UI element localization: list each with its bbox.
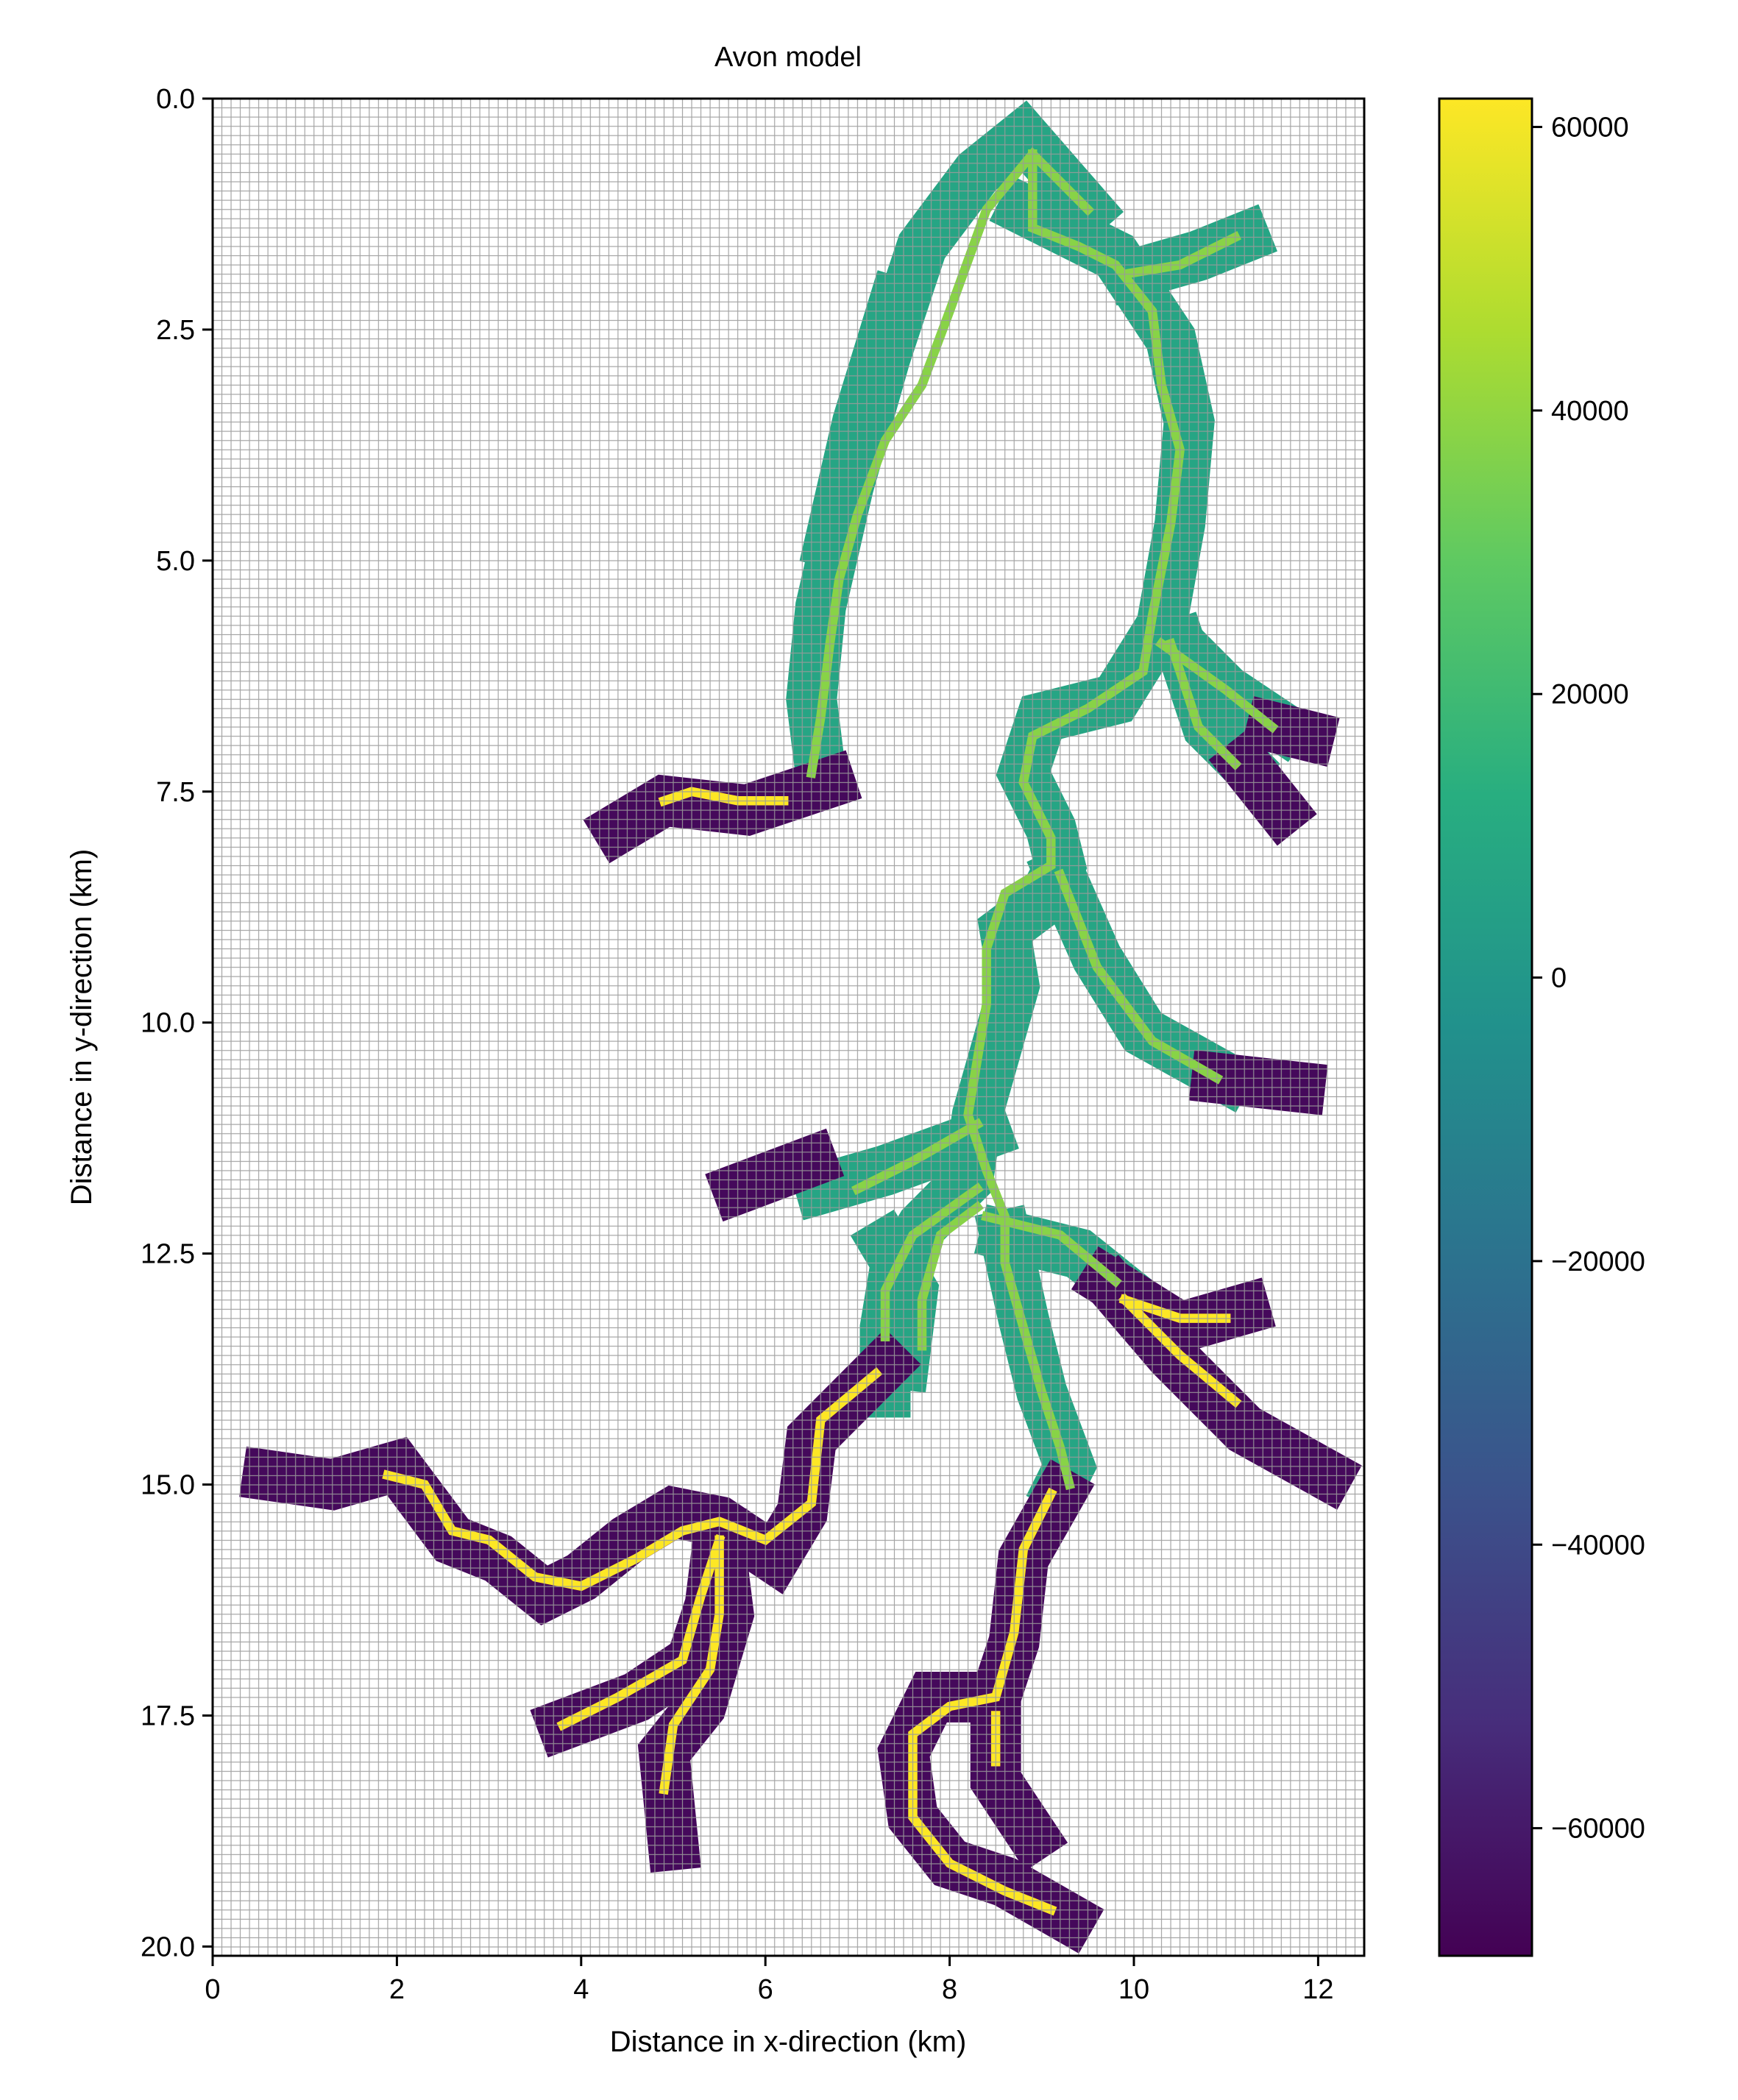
x-axis-label: Distance in x-direction (km)	[610, 2026, 967, 2058]
y-tick-label: 12.5	[141, 1239, 195, 1270]
x-tick-label: 2	[389, 1974, 405, 2005]
colorbar-tick-label: 20000	[1551, 679, 1629, 710]
plot-area	[211, 97, 1366, 1957]
y-tick-label: 20.0	[141, 1931, 195, 1962]
x-tick-label: 10	[1118, 1974, 1149, 2005]
colorbar-gradient	[1439, 99, 1532, 1956]
colorbar-tick-label: −20000	[1551, 1246, 1645, 1277]
x-tick-label: 12	[1302, 1974, 1333, 2005]
colorbar-tick-label: 0	[1551, 963, 1567, 994]
y-axis: 0.0 2.5 5.0 7.5 10.0 12.5 15.0 17.5 20.0	[141, 84, 213, 1962]
colorbar-ticks: 60000 40000 20000 0 −20000 −40000 −60000	[1532, 113, 1645, 1845]
y-tick-label: 10.0	[141, 1008, 195, 1039]
x-tick-label: 8	[942, 1974, 957, 2005]
x-tick-label: 6	[758, 1974, 773, 2005]
colorbar: 60000 40000 20000 0 −20000 −40000 −60000	[1438, 97, 1645, 1957]
y-tick-label: 5.0	[156, 546, 195, 577]
colorbar-tick-label: 40000	[1551, 396, 1629, 427]
chart-title: Avon model	[714, 42, 862, 73]
x-axis: 0 2 4 6 8 10 12	[205, 1956, 1334, 2005]
y-tick-label: 15.0	[141, 1470, 195, 1501]
y-tick-label: 17.5	[141, 1701, 195, 1732]
colorbar-frame	[1438, 97, 1533, 1957]
y-tick-label: 0.0	[156, 84, 195, 115]
y-axis-label: Distance in y-direction (km)	[65, 849, 98, 1206]
y-tick-label: 7.5	[156, 777, 195, 808]
mesh-grid	[213, 99, 1364, 1956]
x-tick-label: 0	[205, 1974, 220, 2005]
colorbar-tick-label: 60000	[1551, 113, 1629, 143]
colorbar-tick-label: −40000	[1551, 1530, 1645, 1561]
colorbar-tick-label: −60000	[1551, 1814, 1645, 1845]
x-tick-label: 4	[573, 1974, 589, 2005]
y-tick-label: 2.5	[156, 315, 195, 346]
plot-frame	[211, 97, 1366, 1957]
